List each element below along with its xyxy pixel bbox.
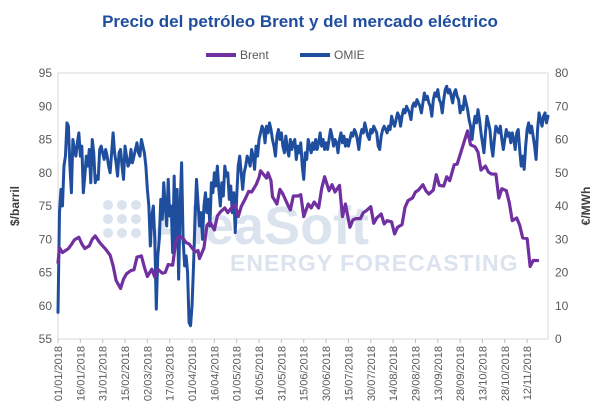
y-tick-right: 60 [555,133,569,147]
x-tick-label: 16/04/2018 [209,346,221,401]
y-tick-right: 40 [555,199,569,213]
x-tick-label: 29/08/2018 [410,346,422,401]
x-tick-label: 01/04/2018 [187,346,199,401]
series-line-brent [56,129,540,291]
y-tick-right: 30 [555,232,569,246]
y-tick-left: 55 [39,332,53,346]
legend-label-omie: OMIE [334,48,365,62]
y-tick-right: 70 [555,99,569,113]
legend-label-brent: Brent [240,48,269,62]
x-tick-label: 15/02/2018 [120,346,132,401]
x-tick-label: 28/10/2018 [500,346,512,401]
x-tick-label: 15/06/2018 [299,346,311,401]
chart-title: Precio del petróleo Brent y del mercado … [102,12,498,31]
y-axis-right: 0 10 20 30 40 50 60 70 80 [555,66,569,346]
x-tick-label: 17/03/2018 [165,346,177,401]
x-tick-label: 30/06/2018 [321,346,333,401]
x-tick-label: 13/09/2018 [433,346,445,401]
x-tick-label: 13/10/2018 [477,346,489,401]
x-tick-label: 02/03/2018 [142,346,154,401]
x-axis: 01/01/2018 16/01/2018 31/01/2018 15/02/2018… [53,339,534,401]
plot-area-border [57,72,549,340]
watermark-text-line2: ENERGY FORECASTING [230,250,519,276]
y-tick-right: 50 [555,166,569,180]
y-tick-left: 90 [39,99,53,113]
y-tick-left: 60 [39,299,53,313]
x-tick-label: 30/07/2018 [366,346,378,401]
x-tick-label: 14/08/2018 [388,346,400,401]
y-axis-left-label: $/barril [8,186,22,226]
x-tick-label: 15/07/2018 [343,346,355,401]
y-tick-right: 0 [555,332,562,346]
x-tick-label: 16/01/2018 [75,346,87,401]
y-axis-right-label: €/MWh [579,187,593,226]
y-tick-left: 80 [39,166,53,180]
y-tick-left: 85 [39,133,53,147]
y-tick-left: 75 [39,199,53,213]
x-tick-label: 01/01/2018 [53,346,65,401]
x-tick-label: 16/05/2018 [254,346,266,401]
y-tick-right: 80 [555,66,569,80]
x-tick-label: 31/01/2018 [98,346,110,401]
series-line-omie [56,84,550,328]
watermark-text-line1: AleaSoft [150,196,369,256]
legend: Brent OMIE [206,48,365,62]
x-tick-label: 01/05/2018 [232,346,244,401]
x-tick-label: 12/11/2018 [522,346,534,400]
y-tick-left: 70 [39,232,53,246]
y-tick-right: 20 [555,266,569,280]
y-tick-left: 95 [39,66,53,80]
y-axis-left: 55 60 65 70 75 80 85 90 95 [39,66,53,346]
series-layer [56,84,550,328]
x-tick-label: 28/09/2018 [455,346,467,401]
watermark-logo: AleaSoft ENERGY FORECASTING [103,196,519,276]
watermark-dots-icon [103,200,141,238]
x-tick-label: 31/05/2018 [276,346,288,401]
y-tick-left: 65 [39,266,53,280]
y-tick-right: 10 [555,299,569,313]
